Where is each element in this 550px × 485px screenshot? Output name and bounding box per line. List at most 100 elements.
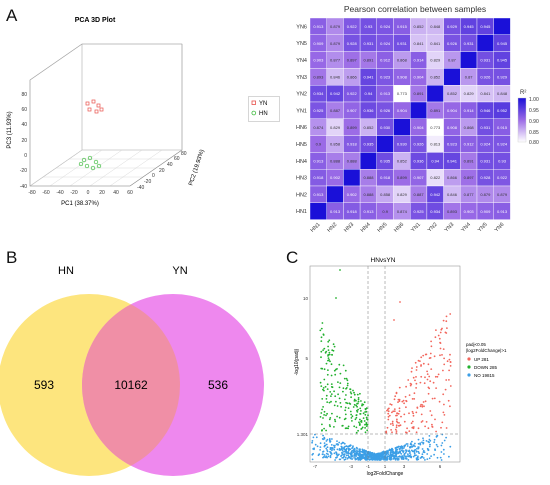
legend-up-label: UP 281 — [474, 357, 489, 362]
heatmap-cell — [460, 51, 478, 69]
volcano-point — [347, 425, 350, 428]
svg-text:60: 60 — [127, 190, 133, 196]
volcano-point — [355, 414, 358, 417]
volcano-point — [332, 343, 335, 346]
heatmap-cell-value: 0.909 — [480, 209, 491, 214]
volcano-point — [329, 456, 332, 459]
volcano-point — [404, 451, 407, 454]
volcano-point — [370, 458, 373, 461]
volcano-point — [360, 420, 362, 423]
volcano-point — [419, 442, 422, 445]
volcano-point — [406, 445, 409, 447]
heatmap-col-label: YN4 — [460, 222, 472, 234]
volcano-point — [393, 398, 396, 401]
heatmap-cell-value: 0.904 — [414, 125, 425, 130]
volcano-point — [326, 373, 329, 376]
volcano-point — [444, 331, 447, 334]
heatmap-cell-value: 0.935 — [363, 142, 374, 147]
volcano-point — [417, 438, 420, 441]
volcano-point — [356, 451, 358, 453]
volcano-point — [412, 455, 415, 458]
volcano-point — [361, 457, 364, 459]
volcano-point — [333, 444, 335, 447]
svg-text:1.00: 1.00 — [529, 97, 539, 103]
volcano-point — [376, 454, 379, 457]
volcano-point — [311, 453, 314, 456]
volcano-point — [408, 412, 410, 415]
volcano-point — [330, 374, 333, 377]
volcano-point — [422, 437, 424, 440]
heatmap-cell — [409, 101, 428, 119]
volcano-plot: HNvsYN 1.301 5 10 -7 -3 -1 1 3 6 log2Fol… — [290, 250, 550, 480]
volcano-point — [437, 334, 440, 337]
volcano-point — [403, 413, 406, 416]
volcano-point — [365, 416, 368, 419]
heatmap-cell-value: 0.945 — [464, 24, 475, 29]
volcano-point — [320, 340, 323, 342]
volcano-point — [323, 427, 325, 430]
volcano-point — [443, 414, 446, 416]
heatmap-title: Pearson correlation between samples — [344, 4, 486, 14]
volcano-point — [349, 410, 352, 413]
volcano-point — [434, 418, 436, 421]
volcano-point — [449, 365, 452, 367]
volcano-point — [415, 457, 418, 460]
volcano-point — [368, 459, 371, 461]
volcano-point — [415, 431, 418, 434]
volcano-point — [390, 455, 393, 458]
heatmap-cell-value: 0.879 — [480, 192, 491, 197]
volcano-point — [394, 457, 397, 460]
volcano-point — [364, 408, 367, 410]
volcano-point — [420, 375, 423, 378]
volcano-point — [326, 412, 328, 415]
heatmap-col-label: YN6 — [494, 222, 506, 234]
heatmap-cell-value: 0.942 — [430, 192, 441, 197]
volcano-point — [431, 397, 434, 400]
heatmap-cell — [476, 34, 494, 52]
volcano-point — [442, 319, 445, 322]
legend-up-marker — [467, 357, 471, 361]
volcano-point — [334, 373, 337, 376]
heatmap-cell-value: 0.858 — [380, 192, 391, 197]
volcano-point — [339, 269, 341, 271]
volcano-point — [356, 405, 358, 408]
volcano-point — [353, 425, 356, 428]
volcano-point — [334, 418, 336, 421]
volcano-point — [387, 418, 390, 421]
volcano-point — [405, 400, 408, 403]
volcano-point — [323, 455, 325, 458]
volcano-point — [405, 431, 408, 434]
pca-z-ticks: -40 -20 0 20 40 60 80 — [20, 92, 27, 190]
volcano-point — [352, 445, 354, 448]
volcano-point — [360, 458, 363, 460]
volcano-point — [323, 368, 326, 371]
volcano-point — [344, 406, 347, 409]
heatmap-cell-value: 0.914 — [414, 58, 425, 63]
heatmap-cell-value: 0.918 — [347, 209, 358, 214]
heatmap-cell-value: 0.879 — [330, 41, 341, 46]
heatmap-cell-value: 0.918 — [347, 142, 358, 147]
volcano-point — [362, 417, 365, 419]
heatmap-col-label: HN3 — [343, 222, 355, 234]
volcano-point — [417, 442, 420, 445]
svg-text:-80: -80 — [28, 190, 35, 196]
heatmap-cell-value: 0.94 — [365, 91, 374, 96]
volcano-point — [433, 441, 436, 443]
volcano-point — [319, 381, 322, 384]
heatmap-cell-value: 0.829 — [397, 192, 408, 197]
volcano-point — [348, 445, 350, 447]
heatmap-cell-value: 0.925 — [414, 209, 425, 214]
volcano-point — [413, 392, 416, 395]
heatmap-cell-value: 0.922 — [347, 91, 358, 96]
volcano-point — [403, 402, 405, 405]
heatmap-cell-value: 0.926 — [480, 74, 491, 79]
volcano-point — [330, 452, 332, 455]
volcano-point — [395, 447, 397, 449]
volcano-point — [335, 400, 337, 403]
volcano-point — [333, 345, 336, 348]
volcano-point — [400, 456, 403, 459]
volcano-point — [393, 455, 396, 458]
volcano-point — [398, 407, 401, 410]
heatmap-cell-value: 0.829 — [430, 58, 441, 63]
svg-text:-40: -40 — [20, 184, 27, 190]
